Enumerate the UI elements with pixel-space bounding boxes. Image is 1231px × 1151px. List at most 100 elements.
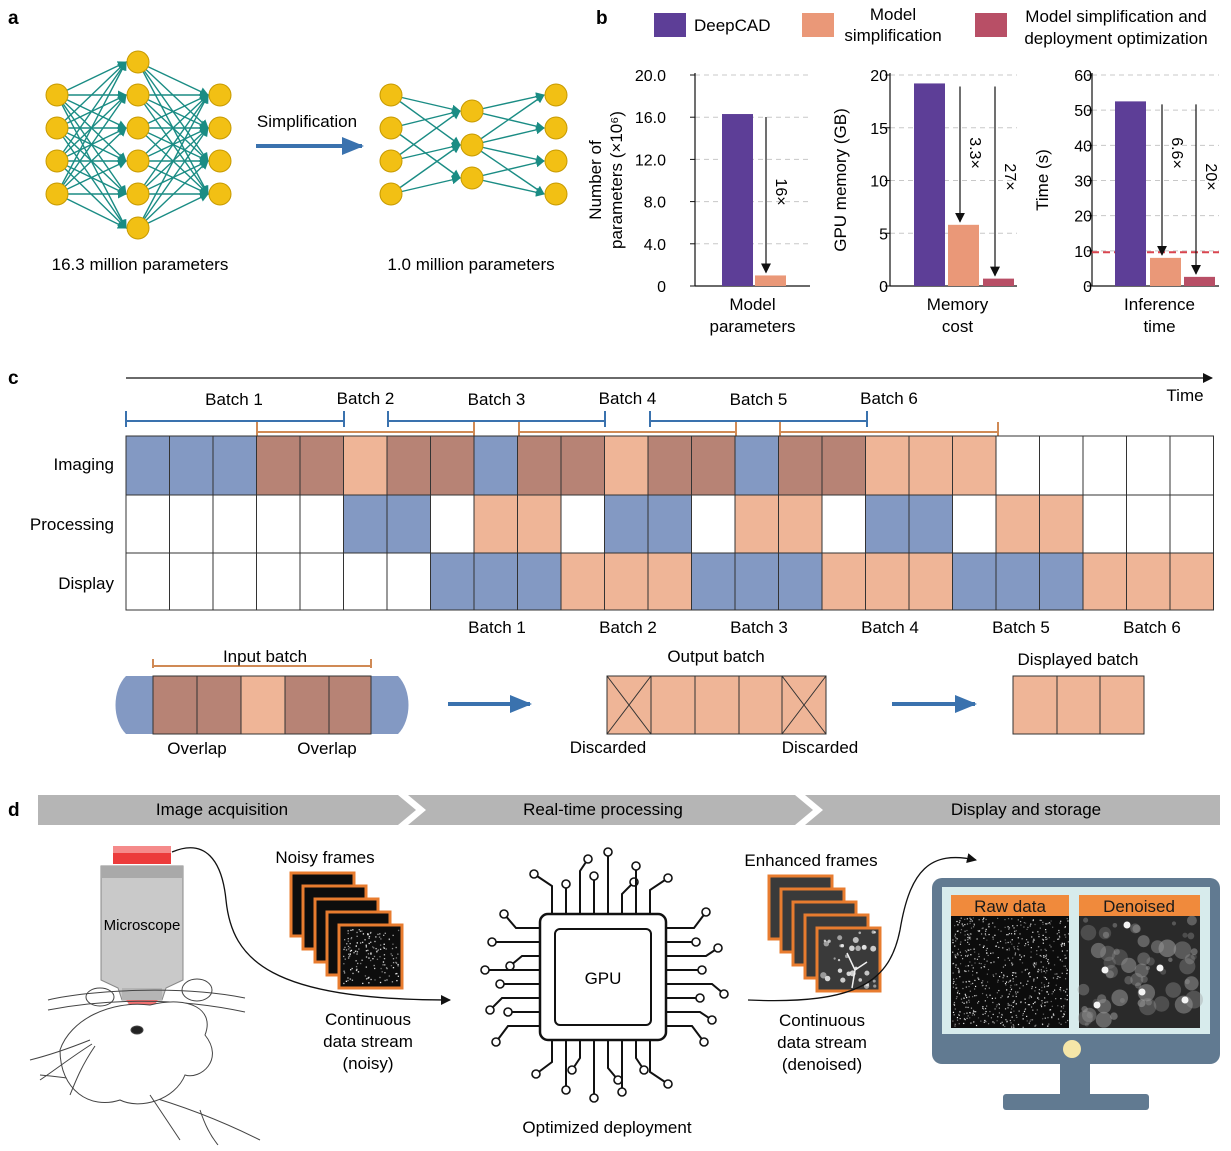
- gpu-die: [554, 928, 652, 1026]
- displayed-batch-diagram: Displayed batch: [1012, 650, 1145, 735]
- legend-label-simplification-2: simplification: [844, 26, 941, 45]
- tick-label: 16.0: [635, 110, 666, 127]
- gpu-label: GPU: [585, 969, 622, 988]
- processing-cell: [560, 494, 605, 555]
- circuit-pad: [561, 879, 571, 889]
- noisy-frames-label: Noisy frames: [275, 848, 374, 867]
- display-cell: [865, 552, 910, 611]
- imaging-cell: [604, 435, 649, 496]
- circuit-trace: [666, 1011, 713, 1021]
- network-node: [126, 50, 150, 74]
- network-node: [45, 116, 69, 140]
- circuit-pad: [713, 943, 723, 953]
- circuit-trace: [535, 1040, 553, 1075]
- tick-label: 10: [1074, 244, 1092, 261]
- circuit-pad: [663, 873, 673, 883]
- circuit-pad: [603, 847, 613, 857]
- row-label-display: Display: [58, 574, 114, 593]
- legend-label-simplification-1: Model: [870, 5, 916, 24]
- display-cell: [212, 552, 257, 611]
- tick-label: 4.0: [644, 237, 666, 254]
- imaging-cell: [865, 435, 910, 496]
- circuit-pad: [631, 861, 641, 871]
- tick-label: 8.0: [644, 195, 666, 212]
- tick-label: 20.0: [635, 68, 666, 85]
- noisy-stream-arrow: [171, 847, 451, 1005]
- dense-network-diagram: [45, 50, 232, 240]
- step-real-time-processing: Real-time processing: [523, 800, 683, 819]
- display-cell: [560, 552, 605, 611]
- y-axis-label: GPU memory (GB): [831, 108, 850, 252]
- network-node: [126, 216, 150, 240]
- tick-label: 30: [1074, 174, 1092, 191]
- input-batch-bracket-label: Batch 2: [337, 389, 395, 408]
- network-node: [379, 149, 403, 173]
- tick-label: 50: [1074, 103, 1092, 120]
- circuit-pad: [699, 1037, 709, 1047]
- processing-cell: [1082, 494, 1127, 555]
- circuit-pad: [491, 1037, 501, 1047]
- processing-cell: [212, 494, 257, 555]
- denoised-stream-line-1: Continuous: [779, 1011, 865, 1030]
- workflow-banner: Image acquisition Real-time processing D…: [38, 795, 1220, 825]
- network-node: [45, 182, 69, 206]
- processing-cell: [517, 494, 562, 555]
- time-axis-label: Time: [1166, 386, 1203, 405]
- raw-data-label: Raw data: [974, 897, 1046, 916]
- imaging-cell: [778, 435, 823, 496]
- processing-cell: [952, 494, 997, 555]
- tick-label: 60: [1074, 68, 1092, 85]
- network-node: [208, 83, 232, 107]
- y-axis-label: Time (s): [1033, 149, 1052, 211]
- processing-cell: [473, 494, 518, 555]
- network-node: [544, 182, 568, 206]
- circuit-pad: [589, 871, 599, 881]
- panel-label-c: c: [8, 368, 19, 389]
- right-network-caption: 1.0 million parameters: [387, 255, 554, 274]
- imaging-cell: [995, 435, 1040, 496]
- row-label-processing: Processing: [30, 515, 114, 534]
- display-batch-label: Batch 2: [599, 618, 657, 637]
- processing-cell: [169, 494, 214, 555]
- display-batch-label: Batch 6: [1123, 618, 1181, 637]
- display-cell: [386, 552, 431, 611]
- display-batch-label: Batch 3: [730, 618, 788, 637]
- display-batch-label: Batch 4: [861, 618, 919, 637]
- step-image-acquisition: Image acquisition: [156, 800, 288, 819]
- network-node: [460, 166, 484, 190]
- noisy-stream-line-1: Continuous: [325, 1010, 411, 1029]
- simplification-label: Simplification: [257, 112, 357, 131]
- x-axis-label: Memory: [927, 295, 989, 314]
- circuit-trace: [533, 873, 553, 914]
- imaging-cell: [821, 435, 866, 496]
- input-batch-bracket-label: Batch 6: [860, 389, 918, 408]
- network-node: [208, 116, 232, 140]
- circuit-pad: [719, 989, 729, 999]
- display-cell: [473, 552, 518, 611]
- bar: [1184, 276, 1215, 286]
- circuit-pad: [617, 1087, 627, 1097]
- tick-label: 20: [870, 68, 888, 85]
- output-batch-label: Output batch: [667, 647, 764, 666]
- circuit-trace: [571, 1040, 581, 1071]
- display-cell: [908, 552, 953, 611]
- batch-bracket: [779, 422, 999, 438]
- panel-label-b: b: [596, 8, 608, 29]
- fold-annotation: 6.6×: [1168, 137, 1185, 169]
- y-axis-label: Number of: [586, 140, 605, 220]
- tick-label: 0: [657, 279, 666, 296]
- batch-bracket: [256, 422, 475, 438]
- circuit-trace: [666, 947, 719, 957]
- input-batch-diagram: Input batch Overlap Overlap: [115, 647, 409, 758]
- tick-label: 5: [879, 226, 888, 243]
- imaging-cell: [256, 435, 301, 496]
- legend-label-optimization-1: Model simplification and: [1025, 7, 1206, 26]
- display-cell: [256, 552, 301, 611]
- tick-label: 0: [879, 279, 888, 296]
- denoised-stream-line-2: data stream: [777, 1033, 867, 1052]
- display-batch-label: Batch 5: [992, 618, 1050, 637]
- processing-cell: [430, 494, 475, 555]
- circuit-trace: [666, 1025, 705, 1043]
- fold-annotation: 3.3×: [966, 137, 983, 169]
- row-label-imaging: Imaging: [54, 455, 114, 474]
